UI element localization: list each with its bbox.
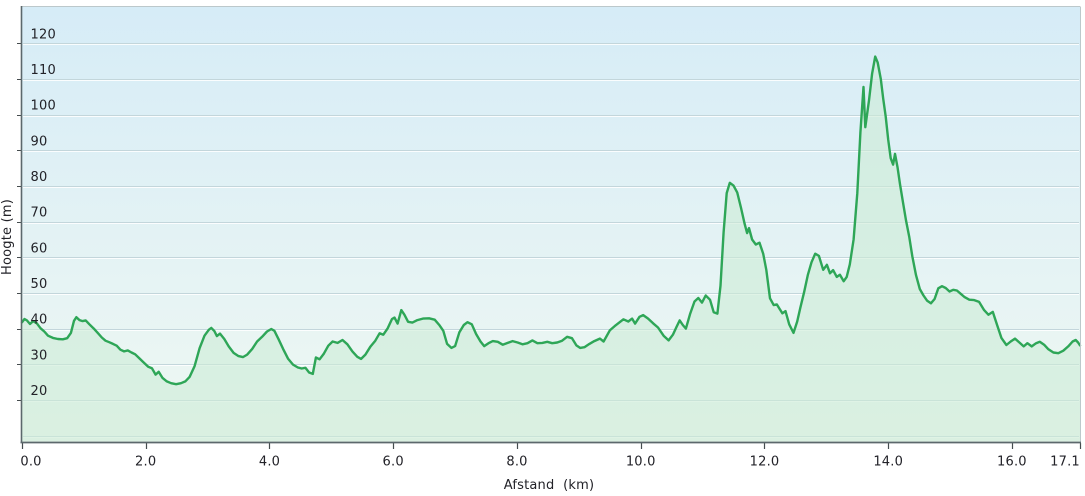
x-tick-label: 8.0	[506, 455, 527, 470]
y-tick-label: 100	[31, 99, 56, 114]
y-tick-label: 50	[31, 277, 48, 292]
y-tick-label: 30	[31, 348, 48, 363]
y-tick-label: 120	[31, 27, 56, 42]
x-axis-title: Afstand (km)	[504, 478, 595, 493]
y-tick-label: 40	[31, 313, 48, 328]
y-tick-label: 60	[31, 241, 48, 256]
axis-tick-marks	[17, 43, 1082, 449]
y-tick-label: 110	[31, 63, 56, 78]
y-tick-label: 70	[31, 206, 48, 221]
x-tick-label: 16.0	[997, 455, 1027, 470]
x-tick-label: 10.0	[626, 455, 656, 470]
plot-border	[20, 6, 1081, 444]
elevation-area-fill	[22, 56, 1080, 442]
x-tick-label: 6.0	[383, 455, 404, 470]
x-tick-label: 14.0	[873, 455, 903, 470]
y-axis-title: Hoogte (m)	[0, 199, 15, 275]
y-tick-label: 20	[31, 384, 48, 399]
y-tick-label: 90	[31, 134, 48, 149]
x-tick-label: 2.0	[135, 455, 156, 470]
y-tick-labels: 20 30 40 50 60 70 80 90 100 110 120	[31, 27, 56, 399]
x-tick-label: 12.0	[750, 455, 780, 470]
y-tick-label: 80	[31, 170, 48, 185]
x-tick-label: 17.1	[1050, 455, 1080, 470]
x-tick-label: 0.0	[20, 455, 41, 470]
x-tick-labels: 0.0 2.0 4.0 6.0 8.0 10.0 12.0 14.0 16.0 17.1	[20, 455, 1080, 470]
x-tick-label: 4.0	[259, 455, 280, 470]
elevation-line	[20, 55, 1082, 386]
